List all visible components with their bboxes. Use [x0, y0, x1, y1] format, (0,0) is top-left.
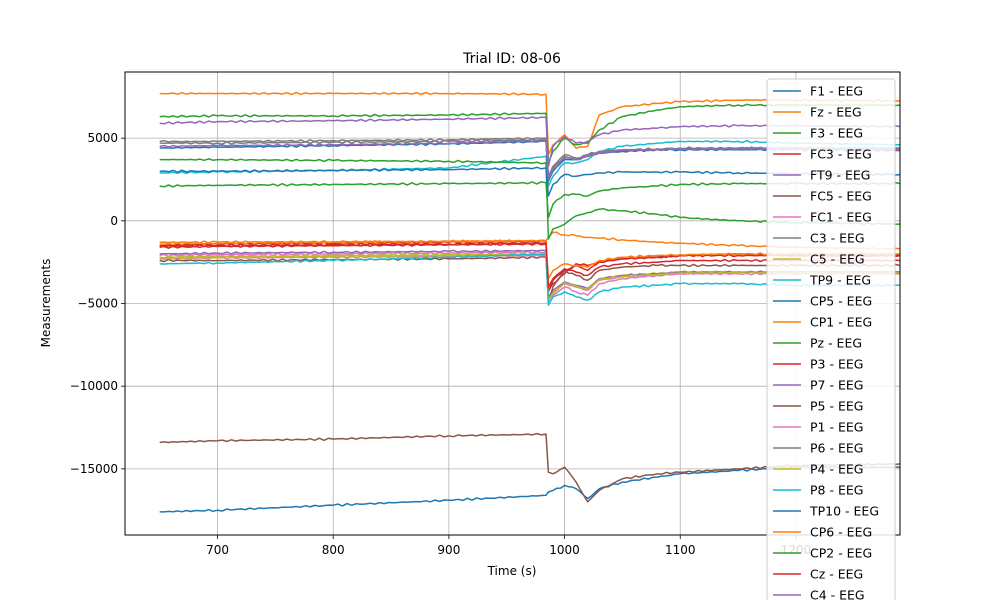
legend-entry-label: CP2 - EEG: [810, 546, 872, 561]
legend-entry-label: P5 - EEG: [810, 399, 863, 414]
y-axis-ticks: −15000 −10000 −5000 0 5000: [70, 131, 125, 476]
legend-entry-label: P1 - EEG: [810, 420, 863, 435]
legend-entry-label: FC1 - EEG: [810, 210, 872, 225]
legend-entry-label: C5 - EEG: [810, 252, 865, 267]
legend-entry-label: P8 - EEG: [810, 483, 863, 498]
y-tick-label: −15000: [70, 462, 118, 476]
y-tick-label: 0: [110, 214, 118, 228]
legend-entry-label: P6 - EEG: [810, 441, 863, 456]
legend: F1 - EEG Fz - EEG F3 - EEG FC3 - EEG FT9 - E…: [766, 78, 896, 600]
legend-entry-label: P7 - EEG: [810, 378, 863, 393]
legend-entry-label: TP9 - EEG: [809, 273, 871, 288]
x-axis-label: Time (s): [487, 564, 537, 578]
legend-entry-label: CP6 - EEG: [810, 525, 872, 540]
legend-entry-label: TP10 - EEG: [809, 504, 879, 519]
legend-entry-label: FT9 - EEG: [810, 168, 871, 183]
legend-entry-label: Cz - EEG: [810, 567, 863, 582]
legend-entry-label: P4 - EEG: [810, 462, 863, 477]
y-tick-label: 5000: [87, 131, 118, 145]
x-tick-label: 700: [206, 543, 229, 557]
legend-entry-label: F1 - EEG: [810, 84, 863, 99]
legend-entry-label: Pz - EEG: [810, 336, 862, 351]
x-tick-label: 1000: [549, 543, 580, 557]
x-tick-label: 900: [437, 543, 460, 557]
y-axis-label: Measurements: [39, 259, 53, 348]
legend-entry-label: FC5 - EEG: [810, 189, 872, 204]
legend-entry-label: C3 - EEG: [810, 231, 865, 246]
legend-entry-label: FC3 - EEG: [810, 147, 872, 162]
legend-entry-label: P3 - EEG: [810, 357, 863, 372]
x-tick-label: 800: [322, 543, 345, 557]
legend-entry-label: CP1 - EEG: [810, 315, 872, 330]
legend-entry-label: Fz - EEG: [810, 105, 862, 120]
legend-entry-label: C4 - EEG: [810, 588, 865, 600]
x-tick-label: 1100: [665, 543, 696, 557]
chart-title: Trial ID: 08-06: [462, 51, 561, 67]
legend-entry-label: F3 - EEG: [810, 126, 863, 141]
legend-entry-label: CP5 - EEG: [810, 294, 872, 309]
y-tick-label: −10000: [70, 379, 118, 393]
legend-box: [766, 78, 896, 600]
y-tick-label: −5000: [77, 297, 118, 311]
